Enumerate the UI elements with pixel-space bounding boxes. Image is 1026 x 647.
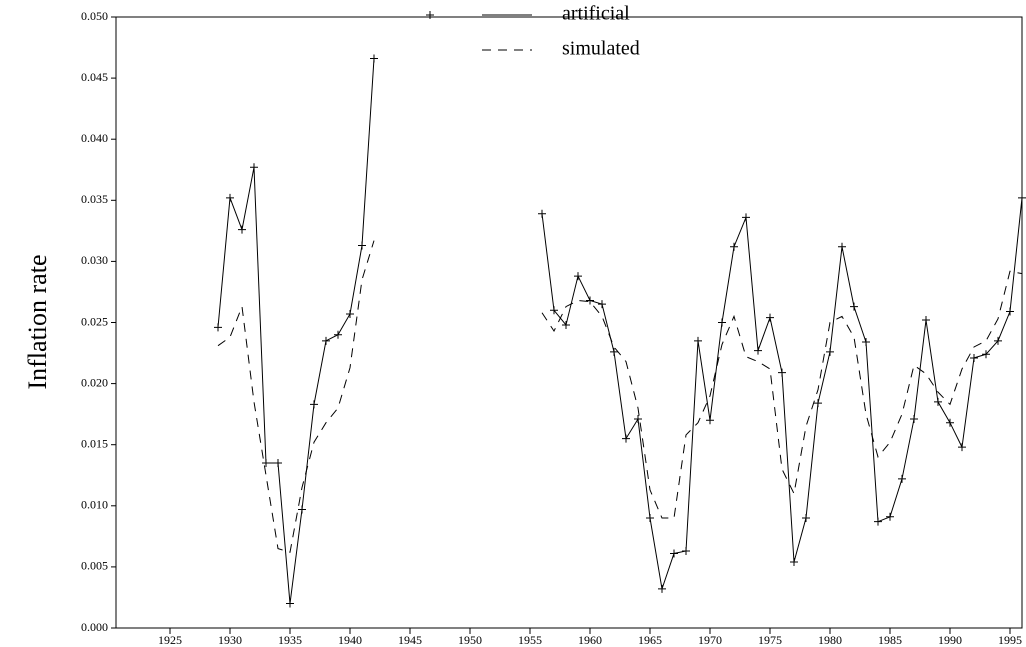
x-tick-label: 1980 <box>818 633 842 647</box>
point-marker <box>838 242 846 251</box>
point-marker <box>370 54 378 63</box>
point-marker <box>562 320 570 329</box>
point-marker <box>286 599 294 608</box>
point-marker <box>1018 193 1026 202</box>
point-marker <box>262 459 270 468</box>
y-tick-label: 0.005 <box>81 559 108 573</box>
x-tick-label: 1970 <box>698 633 722 647</box>
legend-label: artificial <box>562 3 630 25</box>
point-marker <box>742 213 750 222</box>
point-marker <box>550 306 558 315</box>
point-marker <box>862 338 870 347</box>
point-marker <box>586 296 594 305</box>
point-marker <box>322 336 330 345</box>
point-marker <box>790 558 798 567</box>
legend-marker <box>426 11 434 19</box>
x-tick-label: 1930 <box>218 633 242 647</box>
point-marker <box>826 347 834 356</box>
point-marker <box>994 336 1002 345</box>
point-marker <box>778 368 786 377</box>
point-marker <box>694 336 702 345</box>
x-tick-label: 1995 <box>998 633 1022 647</box>
series-line <box>217 58 1023 604</box>
series-line <box>217 240 1023 553</box>
point-marker <box>334 330 342 339</box>
point-marker <box>898 474 906 483</box>
x-tick-label: 1975 <box>758 633 782 647</box>
point-marker <box>706 416 714 425</box>
x-tick-label: 1955 <box>518 633 542 647</box>
point-marker <box>970 353 978 362</box>
point-marker <box>850 302 858 311</box>
point-marker <box>934 397 942 406</box>
legend-label: simulated <box>562 38 640 60</box>
point-marker <box>274 459 282 468</box>
point-marker <box>250 163 258 172</box>
x-tick-label: 1960 <box>578 633 602 647</box>
point-marker <box>538 209 546 218</box>
y-tick-label: 0.035 <box>81 192 108 206</box>
point-marker <box>358 241 366 250</box>
point-marker <box>814 399 822 408</box>
point-marker <box>682 547 690 556</box>
point-marker <box>754 346 762 355</box>
y-tick-label: 0.020 <box>81 375 108 389</box>
point-marker <box>238 225 246 234</box>
y-tick-label: 0.050 <box>81 9 108 23</box>
plot-frame <box>115 16 1023 629</box>
point-marker <box>946 418 954 427</box>
point-marker <box>802 514 810 523</box>
point-marker <box>766 313 774 322</box>
y-tick-label: 0.000 <box>81 620 108 634</box>
point-marker <box>346 309 354 318</box>
point-marker <box>958 443 966 452</box>
point-marker <box>574 272 582 281</box>
point-marker <box>670 549 678 558</box>
point-marker <box>226 193 234 202</box>
y-tick-label: 0.015 <box>81 436 108 450</box>
y-tick-label: 0.010 <box>81 498 108 512</box>
y-axis-label: Inflation rate <box>23 255 52 390</box>
x-tick-label: 1965 <box>638 633 662 647</box>
x-tick-label: 1950 <box>458 633 482 647</box>
x-tick-label: 1940 <box>338 633 362 647</box>
x-tick-label: 1985 <box>878 633 902 647</box>
point-marker <box>886 512 894 521</box>
point-marker <box>982 350 990 359</box>
point-marker <box>646 514 654 523</box>
point-marker <box>658 584 666 593</box>
point-marker <box>718 318 726 327</box>
x-tick-label: 1925 <box>158 633 182 647</box>
point-marker <box>622 434 630 443</box>
y-tick-label: 0.025 <box>81 314 108 328</box>
point-marker <box>910 415 918 424</box>
point-marker <box>298 505 306 514</box>
point-marker <box>634 415 642 424</box>
y-tick-label: 0.045 <box>81 70 108 84</box>
point-marker <box>874 517 882 526</box>
x-tick-label: 1945 <box>398 633 422 647</box>
y-tick-label: 0.040 <box>81 131 108 145</box>
point-marker <box>310 400 318 409</box>
point-marker <box>214 323 222 332</box>
x-tick-label: 1935 <box>278 633 302 647</box>
point-marker <box>922 316 930 325</box>
x-tick-label: 1990 <box>938 633 962 647</box>
y-tick-label: 0.030 <box>81 253 108 267</box>
point-marker <box>730 242 738 251</box>
point-marker <box>1006 307 1014 316</box>
point-marker <box>598 300 606 309</box>
point-marker <box>610 347 618 356</box>
